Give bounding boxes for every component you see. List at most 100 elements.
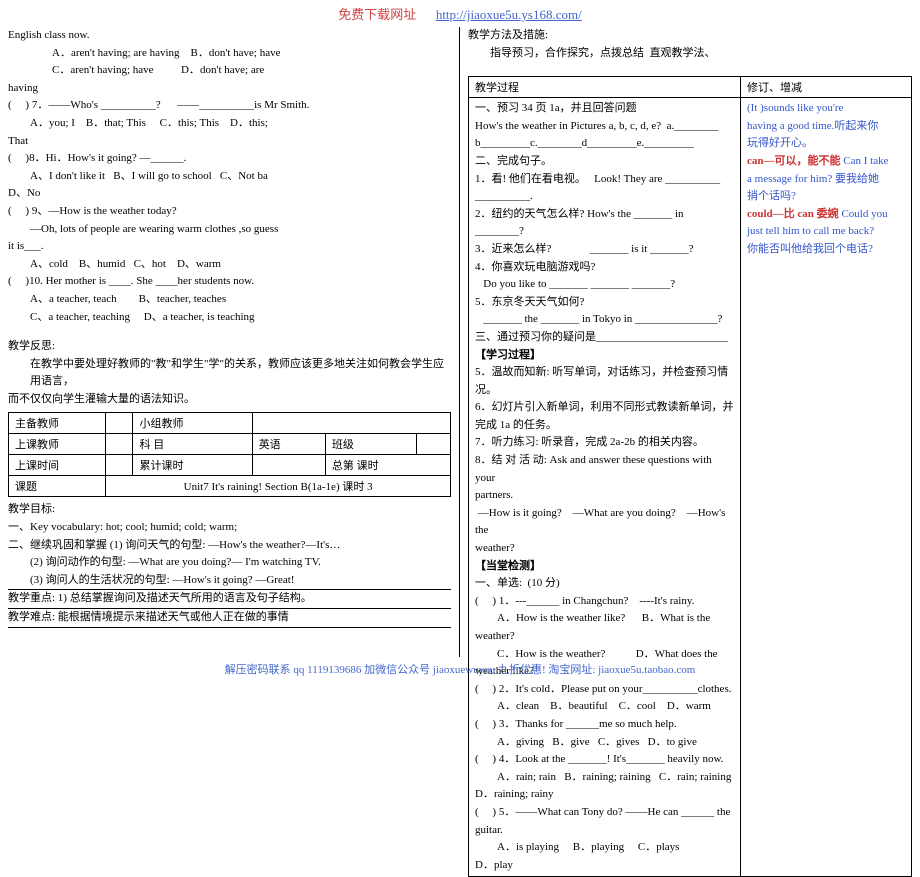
- exercise-line: English class now.: [8, 27, 451, 45]
- table-cell: 科 目: [133, 434, 252, 455]
- note-line: (It )sounds like you're: [747, 100, 905, 118]
- focus-line: 教学重点: 1) 总结掌握询问及描述天气所用的语言及句子结构。: [8, 590, 451, 608]
- exercise-line: it is___.: [8, 238, 451, 256]
- proc-line: 5．东京冬天天气如何?: [475, 294, 734, 312]
- proc-line: 三、通过预习你的疑问是________________________: [475, 329, 734, 347]
- difficulty-line: 教学难点: 能根据情境提示来描述天气或他人正在做的事情: [8, 609, 451, 627]
- note-line: can—可以，能不能 Can I take: [747, 153, 905, 171]
- note-line: having a good time.听起来你: [747, 118, 905, 136]
- table-cell: [106, 413, 133, 434]
- proc-line: 1．看! 他们在看电视。 Look! They are __________ _…: [475, 171, 734, 206]
- check-head: 一、单选: (10 分): [475, 575, 734, 593]
- study-line: partners.: [475, 487, 734, 505]
- objective-line: 一、Key vocabulary: hot; cool; humid; cold…: [8, 519, 451, 537]
- exercise-line: ( ) 9、—How is the weather today?: [8, 203, 451, 221]
- proc-line: Do you like to _______ _______ _______?: [475, 276, 734, 294]
- study-title: 【学习过程】: [475, 347, 734, 365]
- check-line: ( ) 3．Thanks for ______me so much help.: [475, 716, 734, 734]
- check-line: ( ) 1．---______ in Changchun? ----It's r…: [475, 593, 734, 611]
- table-cell: 课题: [9, 476, 106, 497]
- table-cell: [106, 455, 133, 476]
- table-cell: Unit7 It's raining! Section B(1a-1e) 课时 …: [106, 476, 451, 497]
- exercise-line: ( )10. Her mother is ____. She ____her s…: [8, 273, 451, 291]
- check-line: ( ) 5．——What can Tony do? ——He can _____…: [475, 804, 734, 839]
- study-line: 7．听力练习: 听录音，完成 2a-2b 的相关内容。: [475, 434, 734, 452]
- check-line: ( ) 2．It's cold．Please put on your______…: [475, 681, 734, 699]
- table-cell: 英语: [252, 434, 325, 455]
- proc-line: How's the weather in Pictures a, b, c, d…: [475, 118, 734, 136]
- exercise-line: A、I don't like it B、I will go to school …: [8, 168, 451, 186]
- check-line: D．play: [475, 857, 734, 875]
- check-line: weather?: [475, 628, 734, 646]
- exercise-line: having: [8, 80, 451, 98]
- main-content: English class now. A．aren't having; are …: [0, 27, 920, 657]
- exercise-line: A、cold B、humid C、hot D、warm: [8, 256, 451, 274]
- right-column: 教学方法及措施: 指导预习，合作探究，点拨总结 直观教学法、 教学过程 修订、增…: [460, 27, 920, 657]
- exercise-line: C．aren't having; have D．don't have; are: [8, 62, 451, 80]
- notes-content: (It )sounds like you're having a good ti…: [741, 98, 911, 876]
- lesson-info-table: 主备教师 小组教师 上课教师 科 目 英语 班级 上课时间 累计课时 总第 课时: [8, 412, 451, 497]
- header-label: 免费下载网址: [338, 7, 416, 22]
- check-line: A．is playing B．playing C．plays: [475, 839, 734, 857]
- study-line: 8．结 对 活 动: Ask and answer these question…: [475, 452, 734, 487]
- exercise-line: ( )8．Hi．How's it going? —______.: [8, 150, 451, 168]
- note-bold: could—比 can 委婉: [747, 208, 839, 220]
- exercise-line: A．you; I B．that; This C．this; This D．thi…: [8, 115, 451, 133]
- note-line: 捎个话吗?: [747, 188, 905, 206]
- process-title: 教学过程: [469, 77, 741, 97]
- note-line: a message for him? 要我给她: [747, 171, 905, 189]
- table-cell: 小组教师: [133, 413, 252, 434]
- reflect-title: 教学反思:: [8, 338, 451, 356]
- note-line: just tell him to call me back?: [747, 223, 905, 241]
- table-cell: [252, 455, 325, 476]
- study-line: —How is it going? —What are you doing? —…: [475, 505, 734, 540]
- proc-line: b_________c.________d_________e.________…: [475, 135, 734, 153]
- header-url: http://jiaoxue5u.ys168.com/: [436, 7, 582, 22]
- exercise-line: A、a teacher, teach B、teacher, teaches: [8, 291, 451, 309]
- study-line: 6．幻灯片引入新单词，利用不同形式教读新单词，并完成 1a 的任务。: [475, 399, 734, 434]
- proc-line: 3．近来怎么样? _______ is it _______?: [475, 241, 734, 259]
- check-title: 【当堂检测】: [475, 558, 734, 576]
- reflect-text: 在教学中要处理好教师的"教"和学生"学"的关系，教师应该更多地关注如何教会学生应…: [8, 356, 451, 391]
- proc-line: 4．你喜欢玩电脑游戏吗?: [475, 259, 734, 277]
- objective-line: (3) 询问人的生活状况的句型: —How's it going? —Great…: [8, 572, 451, 590]
- table-cell: 总第 课时: [325, 455, 450, 476]
- note-line: could—比 can 委婉 Could you: [747, 206, 905, 224]
- modification-title: 修订、增减: [741, 77, 911, 97]
- proc-line: 二、完成句子。: [475, 153, 734, 171]
- objective-line: 二、继续巩固和掌握 (1) 询问天气的句型: —How's the weathe…: [8, 537, 451, 555]
- table-row: 课题 Unit7 It's raining! Section B(1a-1e) …: [9, 476, 451, 497]
- check-line: D．raining; rainy: [475, 786, 734, 804]
- method-title: 教学方法及措施:: [468, 27, 912, 45]
- method-text: 指导预习，合作探究，点拨总结 直观教学法、: [468, 45, 912, 63]
- process-content: 一、预习 34 页 1a，并且回答问题 How's the weather in…: [469, 98, 741, 876]
- table-cell: 上课教师: [9, 434, 106, 455]
- table-cell: [417, 434, 451, 455]
- study-line: weather?: [475, 540, 734, 558]
- left-column: English class now. A．aren't having; are …: [0, 27, 460, 657]
- proc-line: 一、预习 34 页 1a，并且回答问题: [475, 100, 734, 118]
- objective-line: (2) 询问动作的句型: —What are you doing?— I'm w…: [8, 554, 451, 572]
- table-cell: 主备教师: [9, 413, 106, 434]
- proc-line: _______ the _______ in Tokyo in ________…: [475, 311, 734, 329]
- note-line: 玩得好开心。: [747, 135, 905, 153]
- exercise-line: D、No: [8, 185, 451, 203]
- exercise-line: ( ) 7．——Who's __________? ——__________is…: [8, 97, 451, 115]
- note-line: 你能否叫他给我回个电话?: [747, 241, 905, 259]
- check-line: A．How is the weather like? B．What is the: [475, 610, 734, 628]
- table-cell: 累计课时: [133, 455, 252, 476]
- check-line: A．giving B．give C．gives D．to give: [475, 734, 734, 752]
- note-bold: can—可以，能不能: [747, 155, 841, 167]
- table-row: 上课时间 累计课时 总第 课时: [9, 455, 451, 476]
- table-cell: [106, 434, 133, 455]
- table-cell: 上课时间: [9, 455, 106, 476]
- exercise-line: —Oh, lots of people are wearing warm clo…: [8, 221, 451, 239]
- reflect-text: 而不仅仅向学生灌输大量的语法知识。: [8, 391, 451, 409]
- table-row: 主备教师 小组教师: [9, 413, 451, 434]
- exercise-line: A．aren't having; are having B．don't have…: [8, 45, 451, 63]
- objectives-title: 教学目标:: [8, 501, 451, 519]
- exercise-line: That: [8, 133, 451, 151]
- table-cell: 班级: [325, 434, 416, 455]
- check-line: A．clean B．beautiful C．cool D．warm: [475, 698, 734, 716]
- exercise-line: C、a teacher, teaching D、a teacher, is te…: [8, 309, 451, 327]
